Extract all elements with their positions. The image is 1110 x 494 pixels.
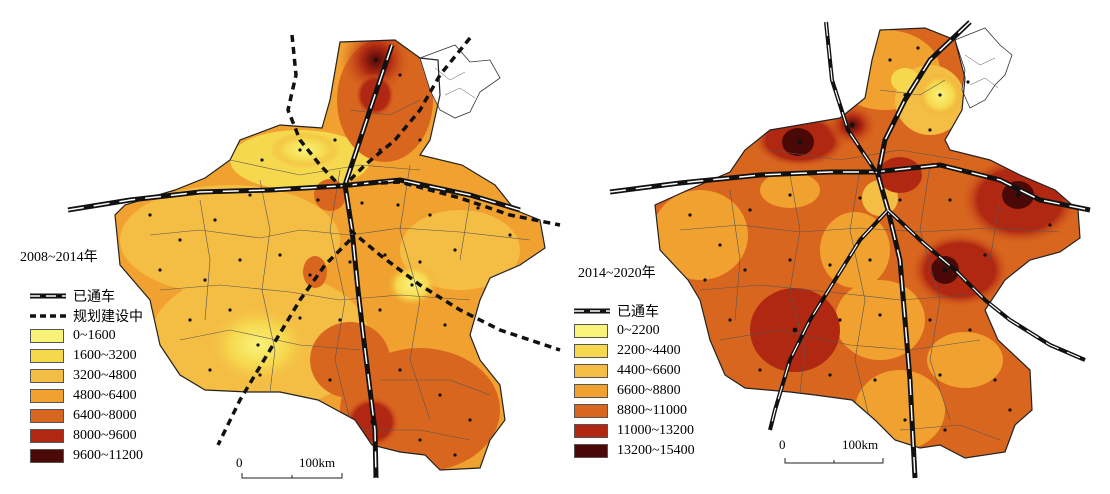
right-scale-distance: 100km xyxy=(842,437,879,452)
left-legend-class-label: 1600~3200 xyxy=(73,348,137,363)
right-map-county-points xyxy=(688,46,1052,432)
left-legend-class: 3200~4800 xyxy=(30,366,143,386)
right-legend-class-label: 2200~4400 xyxy=(617,343,681,358)
left-legend-class: 8000~9600 xyxy=(30,426,143,446)
left-legend-swatch xyxy=(30,329,64,343)
left-legend-planned: 规划建设中 xyxy=(30,306,143,326)
right-scale-zero: 0 xyxy=(779,437,786,452)
right-legend-class: 13200~15400 xyxy=(574,441,695,461)
left-legend-class: 4800~6400 xyxy=(30,386,143,406)
right-legend-class: 11000~13200 xyxy=(574,421,695,441)
left-legend-class-label: 3200~4800 xyxy=(73,368,137,383)
right-legend-swatch xyxy=(574,384,608,398)
right-legend-class: 4400~6600 xyxy=(574,361,695,381)
right-legend-class: 6600~8800 xyxy=(574,381,695,401)
left-legend-swatch xyxy=(30,369,64,383)
left-legend-class: 6400~8000 xyxy=(30,406,143,426)
right-legend-class-label: 0~2200 xyxy=(617,323,660,338)
left-legend-swatch xyxy=(30,449,64,463)
left-map-surface xyxy=(115,40,545,470)
right-legend-swatch xyxy=(574,324,608,338)
left-legend-planned-label: 规划建设中 xyxy=(73,310,143,325)
left-legend-class: 1600~3200 xyxy=(30,346,143,366)
right-legend-swatch xyxy=(574,344,608,358)
left-map-title: 2008~2014年 xyxy=(20,250,98,265)
left-map-legend: 已通车 规划建设中 0~1600 1600~3200 3200~4800 4800~6… xyxy=(30,286,143,466)
right-legend-swatch xyxy=(574,364,608,378)
right-map-legend: 已通车 0~2200 2200~4400 4400~6600 6600~8800 880… xyxy=(574,301,695,461)
right-legend-class-label: 6600~8800 xyxy=(617,383,681,398)
right-legend-class: 2200~4400 xyxy=(574,341,695,361)
right-legend-swatch xyxy=(574,404,608,418)
left-map-province-outline xyxy=(114,39,546,471)
left-legend-swatch xyxy=(30,389,64,403)
left-map-county-points xyxy=(148,58,512,457)
left-scale-zero: 0 xyxy=(236,455,243,470)
right-map-district-boundaries xyxy=(679,79,1061,441)
left-legend-rail-symbols xyxy=(30,293,66,318)
left-legend-swatch xyxy=(30,349,64,363)
right-legend-class-label: 8800~11000 xyxy=(617,403,688,418)
left-scale-bar xyxy=(241,473,343,479)
left-scale-distance: 100km xyxy=(299,455,336,470)
right-legend-swatch xyxy=(574,444,608,458)
left-map-rail-planned xyxy=(216,34,561,446)
left-legend-swatch xyxy=(30,429,64,443)
left-legend-operational-label: 已通车 xyxy=(73,290,115,305)
right-legend-class-label: 13200~15400 xyxy=(617,443,695,458)
right-legend-class-label: 11000~13200 xyxy=(617,423,695,438)
right-map-rail-operational xyxy=(609,20,1091,479)
left-map-district-boundaries xyxy=(149,99,531,441)
left-legend-operational: 已通车 xyxy=(30,286,143,306)
left-legend-class-label: 8000~9600 xyxy=(73,428,137,443)
left-legend-class: 9600~11200 xyxy=(30,446,143,466)
left-legend-class: 0~1600 xyxy=(30,326,143,346)
right-legend-classes: 0~2200 2200~4400 4400~6600 6600~8800 8800~11… xyxy=(574,321,695,461)
right-legend-operational: 已通车 xyxy=(574,301,695,321)
left-legend-class-label: 6400~8000 xyxy=(73,408,137,423)
left-map-rail-operational xyxy=(67,44,521,479)
left-legend-class-label: 0~1600 xyxy=(73,328,116,343)
right-legend-class-label: 4400~6600 xyxy=(617,363,681,378)
left-legend-class-label: 9600~11200 xyxy=(73,448,144,463)
right-map-title: 2014~2020年 xyxy=(578,266,656,281)
right-legend-class: 0~2200 xyxy=(574,321,695,341)
right-legend-operational-label: 已通车 xyxy=(617,305,659,320)
left-legend-swatch xyxy=(30,409,64,423)
right-map-surface xyxy=(655,28,1080,458)
left-map-northeast-area xyxy=(419,44,501,119)
right-map-northeast-area xyxy=(954,27,1013,109)
right-legend-swatch xyxy=(574,424,608,438)
left-legend-classes: 0~1600 1600~3200 3200~4800 4800~6400 6400~80… xyxy=(30,326,143,466)
right-map-province-outline xyxy=(654,27,1081,459)
right-legend-class: 8800~11000 xyxy=(574,401,695,421)
left-legend-class-label: 4800~6400 xyxy=(73,388,137,403)
right-scale-bar xyxy=(784,458,884,464)
